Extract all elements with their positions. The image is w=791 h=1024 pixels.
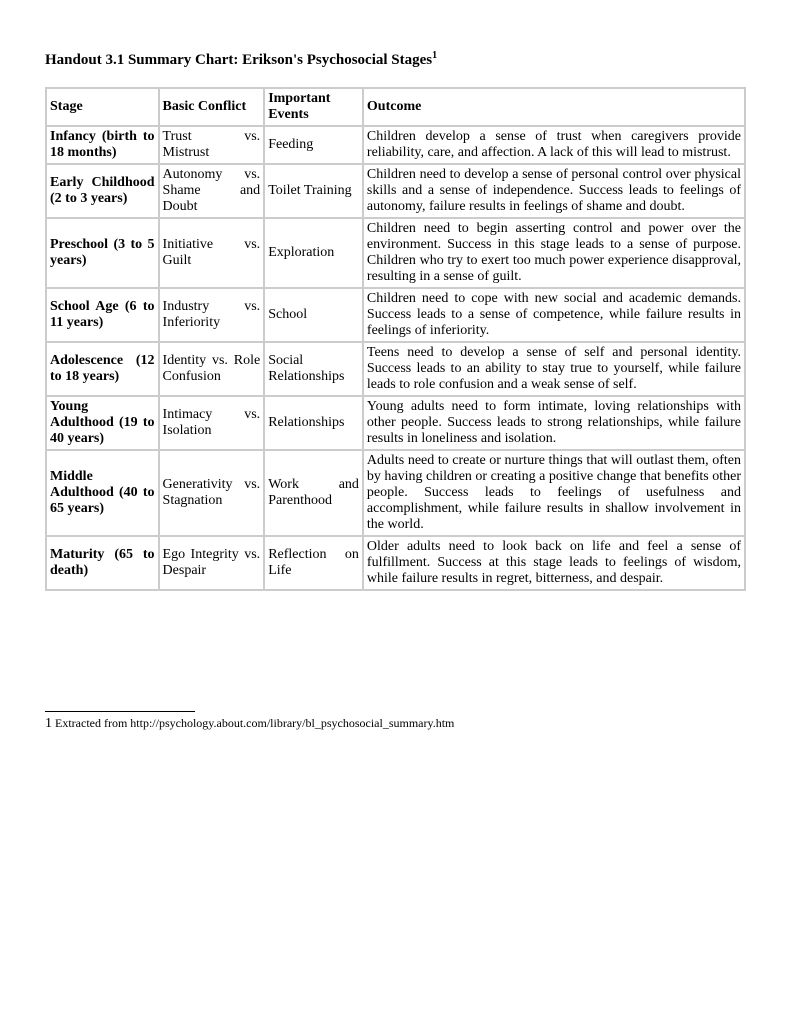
cell-outcome: Teens need to develop a sense of self an… <box>364 343 744 395</box>
cell-stage: Preschool (3 to 5 years) <box>47 219 158 287</box>
table-row: Middle Adulthood (40 to 65 years) Genera… <box>47 451 744 535</box>
cell-stage: Middle Adulthood (40 to 65 years) <box>47 451 158 535</box>
stages-table: Stage Basic Conflict Important Events Ou… <box>45 87 746 591</box>
table-row: Young Adulthood (19 to 40 years) Intimac… <box>47 397 744 449</box>
footnote: 1 Extracted from http://psychology.about… <box>45 716 746 732</box>
cell-outcome: Children need to cope with new social an… <box>364 289 744 341</box>
footnote-number: 1 <box>45 716 52 731</box>
table-row: Maturity (65 to death) Ego Integrity vs.… <box>47 537 744 589</box>
cell-conflict: Industry vs. Inferiority <box>160 289 264 341</box>
cell-stage: Young Adulthood (19 to 40 years) <box>47 397 158 449</box>
cell-events: Feeding <box>265 127 362 163</box>
title-superscript: 1 <box>432 50 437 61</box>
table-row: Preschool (3 to 5 years) Initiative vs. … <box>47 219 744 287</box>
cell-stage: School Age (6 to 11 years) <box>47 289 158 341</box>
cell-events: School <box>265 289 362 341</box>
header-outcome: Outcome <box>364 89 744 125</box>
cell-outcome: Older adults need to look back on life a… <box>364 537 744 589</box>
cell-events: Social Relationships <box>265 343 362 395</box>
cell-events: Reflection on Life <box>265 537 362 589</box>
cell-events: Work and Parenthood <box>265 451 362 535</box>
cell-events: Toilet Training <box>265 165 362 217</box>
cell-events: Relationships <box>265 397 362 449</box>
cell-stage: Early Childhood (2 to 3 years) <box>47 165 158 217</box>
cell-outcome: Adults need to create or nurture things … <box>364 451 744 535</box>
footnote-divider <box>45 711 195 712</box>
cell-outcome: Children need to develop a sense of pers… <box>364 165 744 217</box>
cell-outcome: Young adults need to form intimate, lovi… <box>364 397 744 449</box>
footnote-text: Extracted from http://psychology.about.c… <box>52 716 454 730</box>
header-stage: Stage <box>47 89 158 125</box>
table-row: Adolescence (12 to 18 years) Identity vs… <box>47 343 744 395</box>
cell-conflict: Trust vs. Mistrust <box>160 127 264 163</box>
table-body: Infancy (birth to 18 months) Trust vs. M… <box>47 127 744 589</box>
cell-conflict: Identity vs. Role Confusion <box>160 343 264 395</box>
table-row: Early Childhood (2 to 3 years) Autonomy … <box>47 165 744 217</box>
cell-stage: Adolescence (12 to 18 years) <box>47 343 158 395</box>
header-conflict: Basic Conflict <box>160 89 264 125</box>
cell-stage: Infancy (birth to 18 months) <box>47 127 158 163</box>
table-row: School Age (6 to 11 years) Industry vs. … <box>47 289 744 341</box>
cell-conflict: Intimacy vs. Isolation <box>160 397 264 449</box>
table-header-row: Stage Basic Conflict Important Events Ou… <box>47 89 744 125</box>
cell-events: Exploration <box>265 219 362 287</box>
cell-conflict: Autonomy vs. Shame and Doubt <box>160 165 264 217</box>
cell-stage: Maturity (65 to death) <box>47 537 158 589</box>
cell-outcome: Children need to begin asserting control… <box>364 219 744 287</box>
table-row: Infancy (birth to 18 months) Trust vs. M… <box>47 127 744 163</box>
header-events: Important Events <box>265 89 362 125</box>
page-title: Handout 3.1 Summary Chart: Erikson's Psy… <box>45 50 746 69</box>
cell-conflict: Initiative vs. Guilt <box>160 219 264 287</box>
cell-conflict: Generativity vs. Stagnation <box>160 451 264 535</box>
cell-conflict: Ego Integrity vs. Despair <box>160 537 264 589</box>
cell-outcome: Children develop a sense of trust when c… <box>364 127 744 163</box>
title-text: Handout 3.1 Summary Chart: Erikson's Psy… <box>45 52 432 68</box>
